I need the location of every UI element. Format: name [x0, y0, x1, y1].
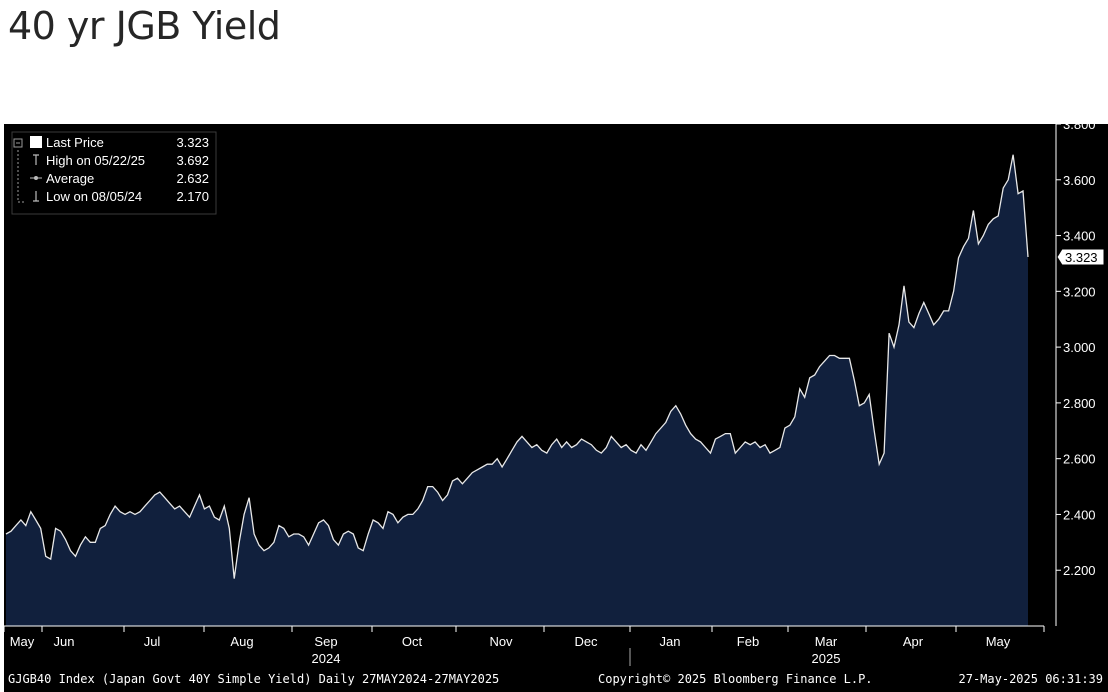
legend: Last Price 3.323 High on 05/22/25 3.692 Aver… [11, 131, 217, 215]
y-tick-label: 3.800 [1063, 124, 1096, 132]
x-month-label: May [10, 634, 35, 649]
legend-box [11, 131, 217, 215]
legend-collapse-icon [13, 138, 23, 148]
y-tick-label: 3.600 [1063, 173, 1096, 188]
y-tick-label: 2.400 [1063, 507, 1096, 522]
x-month-label: Sep [314, 634, 337, 649]
y-tick-label: 2.800 [1063, 396, 1096, 411]
y-tick-label: 2.600 [1063, 452, 1096, 467]
legend-row-value: 2.170 [176, 189, 209, 204]
legend-last-price-swatch [30, 136, 42, 148]
legend-tree-line [17, 150, 26, 203]
x-month-label: May [986, 634, 1011, 649]
legend-row-label: Last Price [46, 135, 104, 150]
legend-low-marker [33, 191, 39, 202]
x-month-label: Feb [737, 634, 759, 649]
chart-svg: 2.200 2.400 2.600 2.800 3.000 3.200 3.400 3.600… [4, 124, 1105, 686]
x-month-label: Apr [903, 634, 924, 649]
legend-row-value: 2.632 [176, 171, 209, 186]
footer-timestamp: 27-May-2025 06:31:39 [959, 672, 1104, 686]
x-month-label: Nov [489, 634, 513, 649]
y-tick-label: 3.000 [1063, 340, 1096, 355]
footer-source: GJGB40 Index (Japan Govt 40Y Simple Yiel… [8, 672, 499, 686]
y-tick-label: 2.200 [1063, 563, 1096, 578]
series-line [5, 154, 1029, 579]
legend-row-label: Average [46, 171, 94, 186]
y-tick-label: 3.400 [1063, 229, 1096, 244]
last-price-tag [1056, 248, 1105, 266]
legend-row-value: 3.323 [176, 135, 209, 150]
chart-panel: 2.200 2.400 2.600 2.800 3.000 3.200 3.400 3.600… [4, 124, 1108, 692]
legend-row-value: 3.692 [176, 153, 209, 168]
legend-row-label: Low on 08/05/24 [46, 189, 142, 204]
last-price-tag-label: 3.323 [1065, 250, 1098, 265]
y-axis: 2.200 2.400 2.600 2.800 3.000 3.200 3.400 3.600… [1055, 124, 1105, 626]
x-month-label: Oct [402, 634, 423, 649]
x-month-label: Jun [54, 634, 75, 649]
x-axis: May Jun Jul Aug Sep Oct Nov Dec Jan Feb Mar Apr May 2… [4, 625, 1045, 666]
series-area [6, 154, 1028, 626]
x-month-label: Jan [660, 634, 681, 649]
x-month-label: Dec [574, 634, 598, 649]
y-tick-label: 3.200 [1063, 284, 1096, 299]
x-month-label: Aug [230, 634, 253, 649]
x-month-label: Mar [815, 634, 838, 649]
legend-average-dot [34, 176, 38, 180]
legend-row-label: High on 05/22/25 [46, 153, 145, 168]
legend-high-marker [33, 154, 39, 165]
x-year-label: 2024 [312, 651, 341, 666]
page-title: 40 yr JGB Yield [8, 4, 281, 48]
plot-area [5, 154, 1029, 626]
x-year-label: 2025 [812, 651, 841, 666]
x-month-label: Jul [144, 634, 161, 649]
footer: GJGB40 Index (Japan Govt 40Y Simple Yiel… [8, 672, 1103, 686]
footer-copyright: Copyright© 2025 Bloomberg Finance L.P. [598, 672, 873, 686]
